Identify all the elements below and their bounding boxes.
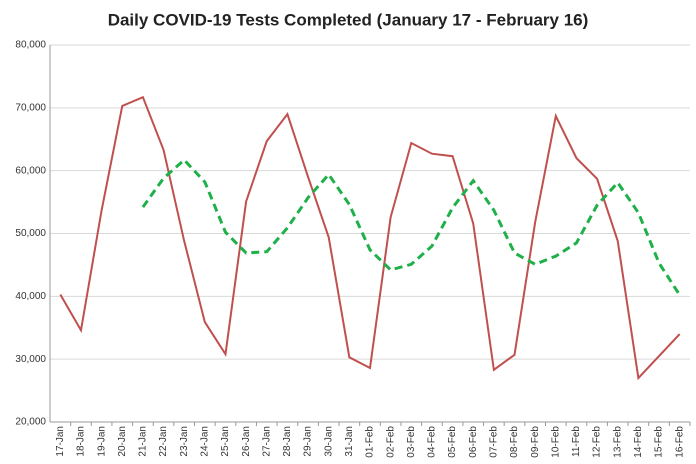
y-tick-label: 30,000	[15, 354, 46, 365]
x-tick-label: 13-Feb	[612, 426, 623, 458]
x-tick-label: 02-Feb	[385, 426, 396, 458]
y-tick-label: 20,000	[15, 417, 46, 428]
x-tick-label: 04-Feb	[427, 426, 438, 458]
x-tick-label: 25-Jan	[220, 426, 231, 457]
x-tick-label: 24-Jan	[199, 426, 210, 457]
x-tick-label: 01-Feb	[365, 426, 376, 458]
x-tick-label: 08-Feb	[509, 426, 520, 458]
x-tick-label: 09-Feb	[530, 426, 541, 458]
x-tick-label: 19-Jan	[96, 426, 107, 457]
x-tick-label: 22-Jan	[158, 426, 169, 457]
series-line	[59, 95, 681, 381]
y-tick-label: 50,000	[15, 228, 46, 239]
x-tick-label: 29-Jan	[303, 426, 314, 457]
x-tick-label: 15-Feb	[654, 426, 665, 458]
x-tick-label: 10-Feb	[550, 426, 561, 458]
y-tick-label: 60,000	[15, 165, 46, 176]
x-tick-label: 14-Feb	[633, 426, 644, 458]
x-tick-label: 21-Jan	[138, 426, 149, 457]
y-tick-label: 40,000	[15, 291, 46, 302]
series-line	[141, 157, 681, 296]
x-tick-label: 12-Feb	[592, 426, 603, 458]
x-tick-label: 31-Jan	[344, 426, 355, 457]
x-tick-label: 20-Jan	[117, 426, 128, 457]
x-tick-label: 16-Feb	[674, 426, 685, 458]
x-tick-label: 11-Feb	[571, 426, 582, 457]
x-tick-label: 18-Jan	[76, 426, 87, 457]
x-tick-label: 23-Jan	[179, 426, 190, 457]
x-tick-label: 06-Feb	[468, 426, 479, 458]
y-tick-label: 80,000	[15, 40, 46, 51]
x-tick-label: 07-Feb	[489, 426, 500, 458]
x-tick-label: 05-Feb	[447, 426, 458, 458]
x-tick-label: 17-Jan	[55, 426, 66, 457]
y-tick-label: 70,000	[15, 102, 46, 113]
chart-title: Daily COVID-19 Tests Completed (January …	[108, 10, 589, 29]
x-tick-label: 27-Jan	[261, 426, 272, 457]
x-tick-label: 28-Jan	[282, 426, 293, 457]
x-tick-label: 03-Feb	[406, 426, 417, 458]
x-tick-label: 26-Jan	[241, 426, 252, 457]
x-tick-label: 30-Jan	[323, 426, 334, 457]
